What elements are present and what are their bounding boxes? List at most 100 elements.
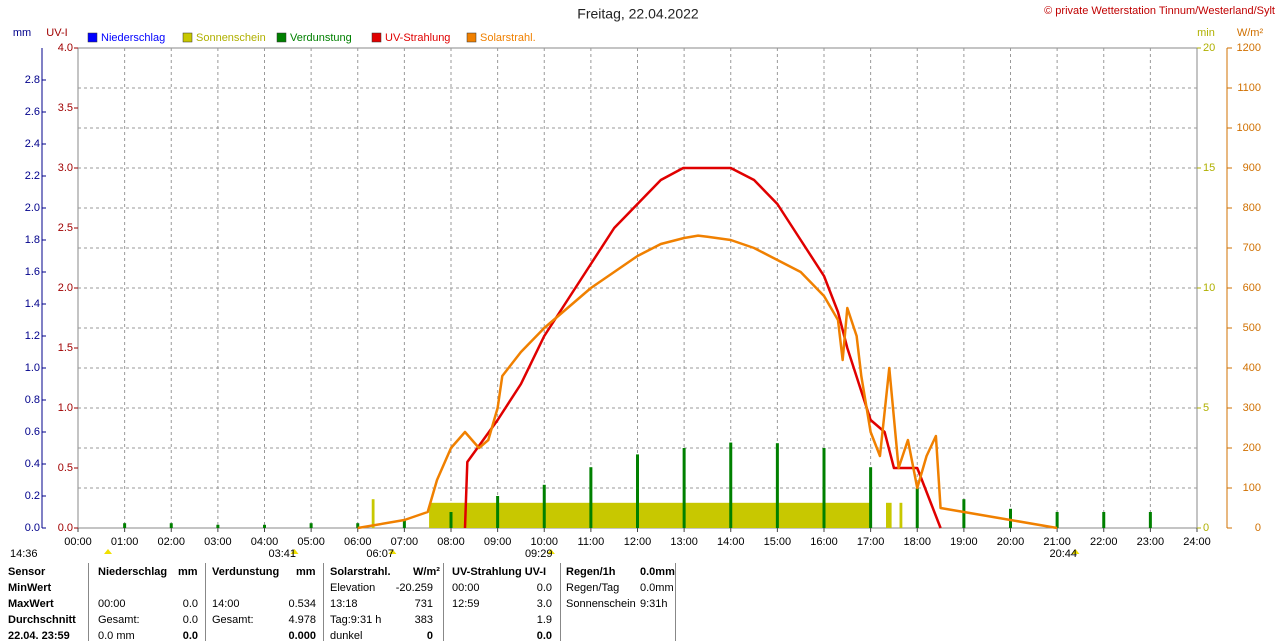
y-tick-label: 20 — [1203, 42, 1215, 54]
x-tick-label: 06:00 — [344, 536, 372, 548]
evaporation-bar — [356, 523, 360, 528]
event-icon — [290, 549, 299, 554]
event-label: 14:36 — [10, 548, 38, 560]
legend-swatch — [87, 32, 98, 43]
evaporation-bar — [402, 520, 406, 528]
evaporation-bar — [869, 467, 873, 528]
y-tick-label: 400 — [1243, 362, 1261, 374]
y-tick-label: 0.2 — [25, 490, 40, 502]
y-tick-label: 0.0 — [25, 522, 40, 534]
evaporation-bar — [309, 523, 313, 528]
column-separator — [675, 563, 676, 641]
x-tick-label: 19:00 — [950, 536, 978, 548]
column-separator — [323, 563, 324, 641]
table-cell: 0.534 — [288, 598, 316, 610]
table-cell: 22.04. 23:59 — [8, 630, 70, 642]
table-cell: 0.0 — [182, 598, 198, 610]
column-separator — [560, 563, 561, 641]
event-icon — [546, 549, 555, 554]
table-cell: 0 — [426, 630, 433, 642]
x-tick-label: 02:00 — [157, 536, 185, 548]
legend-swatch — [371, 32, 382, 43]
evaporation-bar — [169, 523, 173, 528]
x-tick-label: 05:00 — [297, 536, 325, 548]
y-tick-label: 0.6 — [25, 426, 40, 438]
table-cell: Gesamt: — [98, 614, 140, 626]
evaporation-bar — [1148, 512, 1152, 528]
table-cell: Tag:9:31 h — [330, 614, 382, 626]
table-cell: 13:18 — [330, 598, 358, 610]
table-cell: -20.259 — [395, 582, 433, 594]
legend-label: Solarstrahl. — [480, 32, 536, 44]
x-tick-label: 03:00 — [204, 536, 232, 548]
legend-swatch — [466, 32, 477, 43]
y-tick-label: 0.4 — [25, 458, 40, 470]
y-tick-label: 200 — [1243, 442, 1261, 454]
table-cell: W/m² — [413, 566, 440, 578]
table-cell: 0.0 — [182, 630, 198, 642]
table-cell: MaxWert — [8, 598, 54, 610]
axis-unit: min — [1197, 27, 1215, 39]
table-cell: 731 — [414, 598, 433, 610]
event-icon — [104, 549, 112, 554]
table-cell: 00:00 — [98, 598, 126, 610]
y-tick-label: 2.2 — [25, 170, 40, 182]
stats-table: Sensor Niederschlag mm Verdunstung mm Solarst… — [0, 563, 680, 642]
y-tick-label: 2.0 — [25, 202, 40, 214]
y-tick-label: 1.0 — [25, 362, 40, 374]
evaporation-bar — [822, 448, 826, 528]
evaporation-bar — [496, 496, 500, 528]
evaporation-bar — [449, 512, 453, 528]
y-tick-label: 0.0 — [58, 522, 73, 534]
table-cell: 1.9 — [536, 614, 552, 626]
event-icon — [1071, 549, 1080, 554]
x-tick-label: 13:00 — [670, 536, 698, 548]
table-cell: Elevation — [330, 582, 376, 594]
legend-label: Niederschlag — [101, 32, 165, 44]
evaporation-bar — [1009, 508, 1012, 528]
table-cell: 12:59 — [452, 598, 480, 610]
table-cell: 0.0mm — [640, 566, 675, 578]
event-label: 06:07 — [366, 548, 394, 560]
x-tick-label: 17:00 — [857, 536, 885, 548]
y-tick-label: 2.4 — [25, 138, 40, 150]
evaporation-bar — [263, 524, 266, 528]
table-cell: Sensor — [8, 566, 46, 578]
evaporation-bar — [542, 484, 546, 528]
table-cell: 14:00 — [212, 598, 240, 610]
y-tick-label: 1100 — [1237, 82, 1261, 94]
y-tick-label: 800 — [1243, 202, 1261, 214]
legend-swatch — [276, 32, 287, 43]
evaporation-bar — [1102, 512, 1106, 528]
x-tick-label: 22:00 — [1090, 536, 1118, 548]
y-tick-label: 100 — [1243, 482, 1261, 494]
y-tick-label: 1.6 — [25, 266, 40, 278]
table-cell: Sonnenschein — [566, 598, 636, 610]
evaporation-bar — [775, 443, 779, 528]
x-tick-label: 14:00 — [717, 536, 745, 548]
copyright: © private Wetterstation Tinnum/Westerlan… — [1044, 5, 1275, 17]
y-tick-label: 15 — [1203, 162, 1215, 174]
x-tick-label: 00:00 — [64, 536, 92, 548]
sunshine-bar — [886, 502, 892, 528]
column-separator — [205, 563, 206, 641]
table-cell: dunkel — [330, 630, 363, 642]
sunshine-bar — [899, 502, 903, 528]
event-label: 09:29 — [525, 548, 553, 560]
table-cell: 3.0 — [536, 598, 552, 610]
y-tick-label: 0.8 — [25, 394, 40, 406]
x-tick-label: 23:00 — [1137, 536, 1165, 548]
table-cell: Gesamt: — [212, 614, 254, 626]
event-label: 03:41 — [269, 548, 297, 560]
series-line — [357, 234, 1058, 530]
y-tick-label: 300 — [1243, 402, 1261, 414]
axis-unit: mm — [13, 27, 31, 39]
x-tick-label: 10:00 — [530, 536, 558, 548]
table-cell: Verdunstung — [212, 566, 280, 578]
x-tick-label: 07:00 — [391, 536, 419, 548]
sunshine-bar — [371, 499, 375, 528]
legend-label: Verdunstung — [290, 32, 352, 44]
x-tick-label: 24:00 — [1183, 536, 1211, 548]
evaporation-bar — [636, 454, 639, 528]
